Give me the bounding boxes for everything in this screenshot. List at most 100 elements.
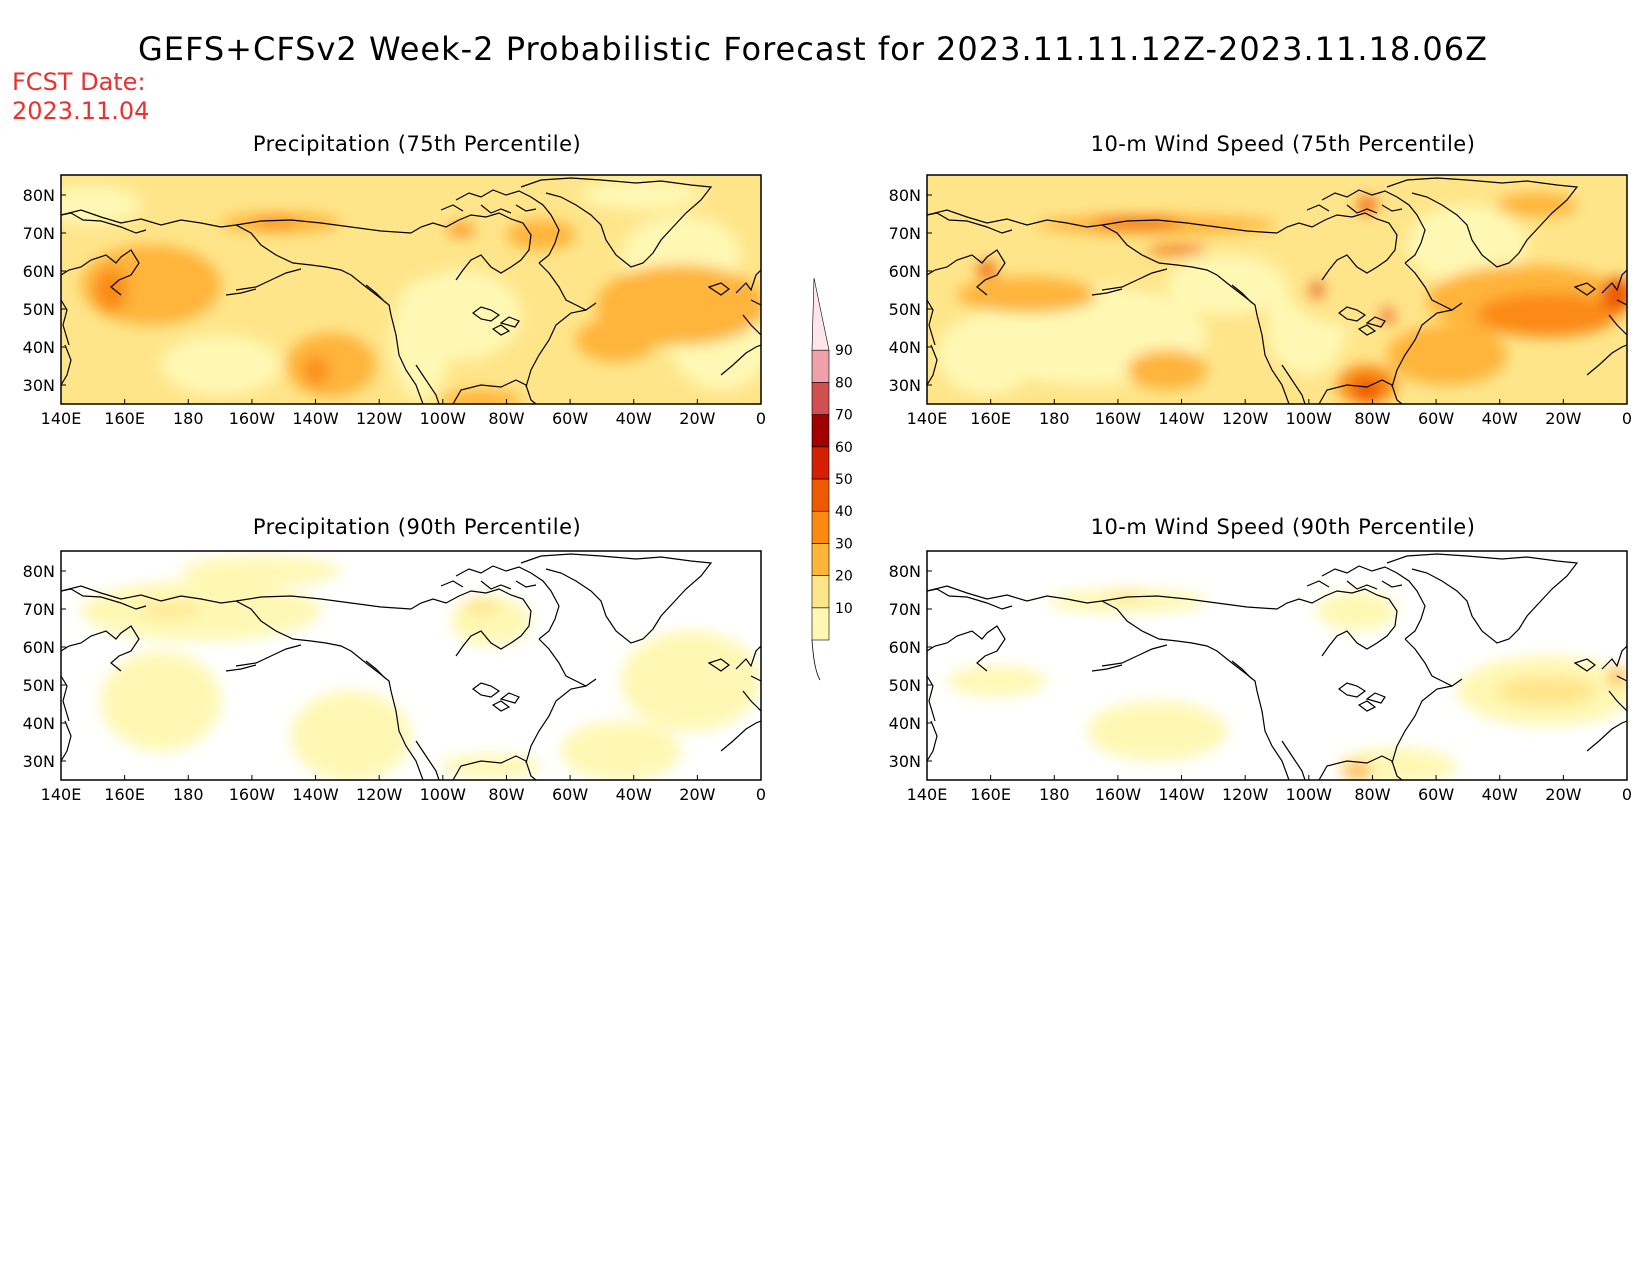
lat-label: 70N (889, 600, 921, 619)
lat-label: 80N (889, 186, 921, 205)
lat-label: 60N (889, 262, 921, 281)
lon-label: 80W (1354, 785, 1390, 804)
lon-label: 0 (756, 409, 766, 428)
lat-label: 60N (23, 638, 55, 657)
lon-label: 60W (552, 409, 588, 428)
lon-label: 160E (970, 409, 1011, 428)
colorbar-label: 30 (835, 536, 853, 552)
map-panel-precip-75 (60, 174, 762, 405)
panel-title-precip-75: Precipitation (75th Percentile) (252, 132, 582, 156)
lat-label: 50N (23, 300, 55, 319)
colorbar: 10 20 30 40 50 60 70 80 90 (811, 277, 853, 681)
lon-label: 20W (1545, 785, 1581, 804)
lat-label: 70N (889, 224, 921, 243)
colorbar-segment (811, 510, 830, 544)
colorbar-segment (811, 277, 830, 351)
main-title: GEFS+CFSv2 Week-2 Probabilistic Forecast… (138, 30, 1489, 68)
colorbar-label: 90 (835, 343, 853, 359)
lon-label: 160W (229, 785, 276, 804)
forecast-date-label: FCST Date: (12, 68, 146, 96)
colorbar-segment (811, 543, 830, 576)
lon-label: 120W (356, 409, 403, 428)
lat-label: 80N (889, 562, 921, 581)
lat-label: 30N (23, 376, 55, 395)
lon-label: 40W (616, 785, 652, 804)
panel-title-precip-90: Precipitation (90th Percentile) (252, 515, 582, 539)
lon-label: 160E (104, 409, 145, 428)
lon-label: 180 (173, 409, 204, 428)
colorbar-segment (811, 446, 830, 480)
lon-label: 120W (1222, 409, 1269, 428)
colorbar-label: 80 (835, 375, 853, 391)
lon-label: 160E (104, 785, 145, 804)
map-panel-wind-90 (926, 550, 1628, 781)
lon-label: 180 (1039, 409, 1070, 428)
colorbar-segment (811, 382, 830, 415)
lat-label: 80N (23, 562, 55, 581)
lon-label: 20W (679, 785, 715, 804)
lon-label: 140E (41, 785, 82, 804)
lat-label: 70N (23, 600, 55, 619)
colorbar-segment (811, 575, 830, 609)
lat-label: 40N (23, 714, 55, 733)
lat-label: 40N (889, 338, 921, 357)
lon-label: 180 (1039, 785, 1070, 804)
lat-label: 30N (889, 752, 921, 771)
lon-label: 60W (1418, 785, 1454, 804)
lon-label: 100W (1286, 409, 1333, 428)
lon-label: 40W (1482, 409, 1518, 428)
colorbar-label: 40 (835, 504, 853, 520)
lat-label: 40N (889, 714, 921, 733)
lat-label: 30N (889, 376, 921, 395)
colorbar-segment (811, 414, 830, 448)
lat-label: 80N (23, 186, 55, 205)
lon-label: 100W (420, 785, 467, 804)
lon-label: 20W (1545, 409, 1581, 428)
colorbar-segment (811, 478, 830, 512)
lon-label: 160W (229, 409, 276, 428)
lon-label: 140W (1158, 409, 1205, 428)
lon-label: 140E (907, 409, 948, 428)
lon-label: 40W (1482, 785, 1518, 804)
lat-label: 60N (889, 638, 921, 657)
lon-label: 100W (1286, 785, 1333, 804)
lon-label: 180 (173, 785, 204, 804)
panel-title-wind-75: 10-m Wind Speed (75th Percentile) (1090, 132, 1476, 156)
lon-label: 120W (1222, 785, 1269, 804)
lon-label: 0 (1622, 409, 1632, 428)
colorbar-label: 20 (835, 569, 853, 585)
lon-label: 40W (616, 409, 652, 428)
lon-label: 0 (1622, 785, 1632, 804)
lat-label: 50N (23, 676, 55, 695)
lon-label: 160W (1095, 785, 1142, 804)
lat-label: 30N (23, 752, 55, 771)
colorbar-tail (811, 639, 821, 681)
lon-label: 160W (1095, 409, 1142, 428)
lon-label: 100W (420, 409, 467, 428)
lat-label: 50N (889, 676, 921, 695)
lon-label: 80W (1354, 409, 1390, 428)
lon-label: 60W (1418, 409, 1454, 428)
map-panel-precip-90 (60, 550, 762, 781)
lat-label: 50N (889, 300, 921, 319)
lon-label: 80W (488, 409, 524, 428)
lon-label: 80W (488, 785, 524, 804)
lat-label: 60N (23, 262, 55, 281)
lon-label: 60W (552, 785, 588, 804)
lon-label: 140W (292, 409, 339, 428)
lon-label: 140E (907, 785, 948, 804)
lon-label: 140W (292, 785, 339, 804)
lon-label: 0 (756, 785, 766, 804)
colorbar-segment (811, 607, 830, 641)
colorbar-label: 60 (835, 440, 853, 456)
lat-label: 40N (23, 338, 55, 357)
lon-label: 160E (970, 785, 1011, 804)
colorbar-label: 10 (835, 601, 853, 617)
colorbar-label: 50 (835, 472, 853, 488)
colorbar-segment (811, 349, 830, 383)
forecast-date-value: 2023.11.04 (12, 97, 150, 125)
lon-label: 140E (41, 409, 82, 428)
lon-label: 120W (356, 785, 403, 804)
lat-label: 70N (23, 224, 55, 243)
